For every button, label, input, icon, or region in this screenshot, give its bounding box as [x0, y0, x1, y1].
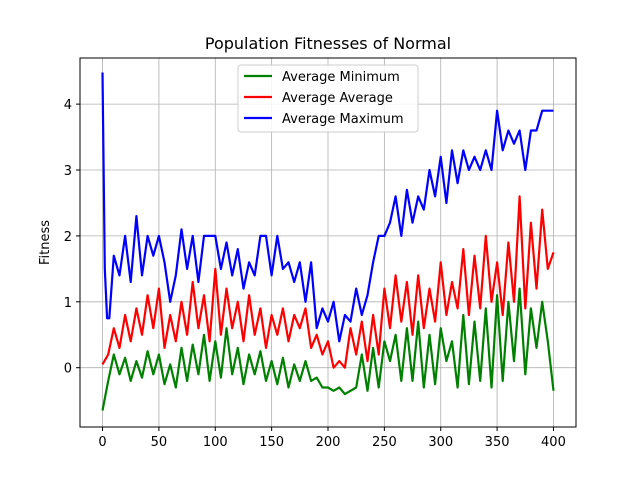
y-axis: 0 1 2 3 4: [64, 98, 80, 377]
y-tick-label: 1: [64, 296, 72, 311]
x-tick-label: 100: [203, 435, 228, 450]
x-tick-label: 350: [485, 435, 510, 450]
series-group: [101, 72, 555, 411]
x-tick-label: 200: [316, 435, 341, 450]
x-tick-label: 250: [372, 435, 397, 450]
legend-label: Average Minimum: [282, 70, 400, 85]
chart-title: Population Fitnesses of Normal: [205, 34, 451, 53]
x-tick-label: 300: [428, 435, 453, 450]
x-axis: 0 50 100 150 200 250 300 350 400: [98, 427, 566, 450]
x-tick-label: 50: [151, 435, 168, 450]
legend-label: Average Maximum: [282, 112, 404, 127]
y-tick-label: 4: [64, 98, 72, 113]
y-axis-label: Fitness: [38, 220, 53, 265]
x-tick-label: 150: [259, 435, 284, 450]
legend: Average Minimum Average Average Average Ma…: [237, 64, 419, 133]
y-tick-label: 0: [64, 362, 72, 377]
legend-box: [237, 64, 419, 133]
x-tick-label: 400: [541, 435, 566, 450]
y-tick-label: 2: [64, 230, 72, 245]
series-line-1: [101, 287, 555, 411]
y-tick-label: 3: [64, 164, 72, 179]
x-tick-label: 0: [98, 435, 106, 450]
series-line-3: [101, 72, 554, 343]
series-line-2: [101, 195, 555, 369]
legend-label: Average Average: [282, 91, 393, 106]
